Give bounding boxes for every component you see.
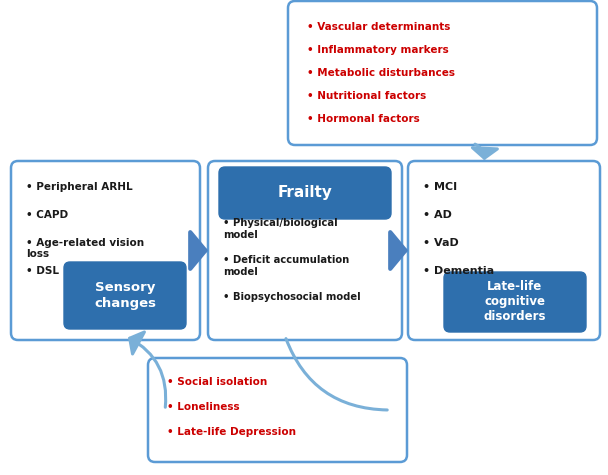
Text: • Deficit accumulation
model: • Deficit accumulation model <box>223 255 349 276</box>
Text: • CAPD: • CAPD <box>26 210 68 220</box>
Text: • Age-related vision
loss: • Age-related vision loss <box>26 238 144 259</box>
Text: • Metabolic disturbances: • Metabolic disturbances <box>307 68 455 78</box>
Text: • Inflammatory markers: • Inflammatory markers <box>307 45 449 55</box>
FancyBboxPatch shape <box>64 262 186 329</box>
FancyBboxPatch shape <box>408 161 600 340</box>
Text: • Vascular determinants: • Vascular determinants <box>307 22 451 32</box>
FancyBboxPatch shape <box>444 272 586 332</box>
FancyBboxPatch shape <box>288 1 597 145</box>
Text: • DSL: • DSL <box>26 266 59 276</box>
Text: • Peripheral ARHL: • Peripheral ARHL <box>26 182 133 192</box>
Text: • Biopsychosocial model: • Biopsychosocial model <box>223 292 361 302</box>
Text: • Late-life Depression: • Late-life Depression <box>167 427 296 437</box>
Text: • MCI: • MCI <box>423 182 457 192</box>
Text: • Hormonal factors: • Hormonal factors <box>307 114 420 124</box>
Text: • AD: • AD <box>423 210 452 220</box>
Text: • Social isolation: • Social isolation <box>167 377 268 387</box>
Text: Sensory
changes: Sensory changes <box>94 282 156 310</box>
Text: • Dementia: • Dementia <box>423 266 494 276</box>
FancyBboxPatch shape <box>219 167 391 219</box>
Text: • Loneliness: • Loneliness <box>167 402 240 412</box>
Text: Frailty: Frailty <box>278 186 333 200</box>
Text: • Nutritional factors: • Nutritional factors <box>307 91 426 101</box>
FancyBboxPatch shape <box>208 161 402 340</box>
Text: • Physical/biological
model: • Physical/biological model <box>223 218 337 239</box>
Text: • VaD: • VaD <box>423 238 459 248</box>
FancyBboxPatch shape <box>148 358 407 462</box>
FancyBboxPatch shape <box>11 161 200 340</box>
Text: Late-life
cognitive
disorders: Late-life cognitive disorders <box>484 281 546 323</box>
